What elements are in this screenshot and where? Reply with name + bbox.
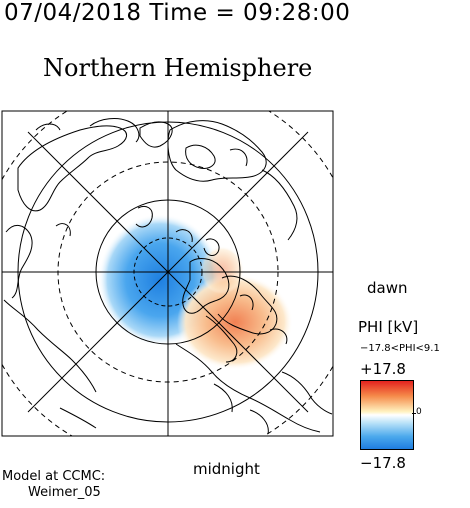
- timestamp: 07/04/2018 Time = 09:28:00: [4, 0, 351, 26]
- coastlines: [3, 118, 333, 435]
- colorbar-max-label: +17.8: [360, 360, 406, 378]
- map-title: Northern Hemisphere: [43, 54, 313, 82]
- dawn-label: dawn: [367, 279, 408, 297]
- colorbar: [360, 380, 414, 450]
- colorbar-zero-label: 0: [416, 407, 422, 417]
- colorbar-title: PHI [kV]: [358, 318, 419, 336]
- model-name: Weimer_05: [28, 485, 101, 500]
- positive-potential-upper: [200, 246, 244, 294]
- colorbar-range: −17.8<PHI<9.1: [360, 343, 440, 354]
- colorbar-min-label: −17.8: [360, 454, 406, 472]
- meridian-diagonal-2: [27, 131, 309, 413]
- model-credit: Model at CCMC:: [2, 469, 106, 484]
- colorbar-zero-tick: [412, 413, 416, 414]
- midnight-label: midnight: [193, 460, 260, 478]
